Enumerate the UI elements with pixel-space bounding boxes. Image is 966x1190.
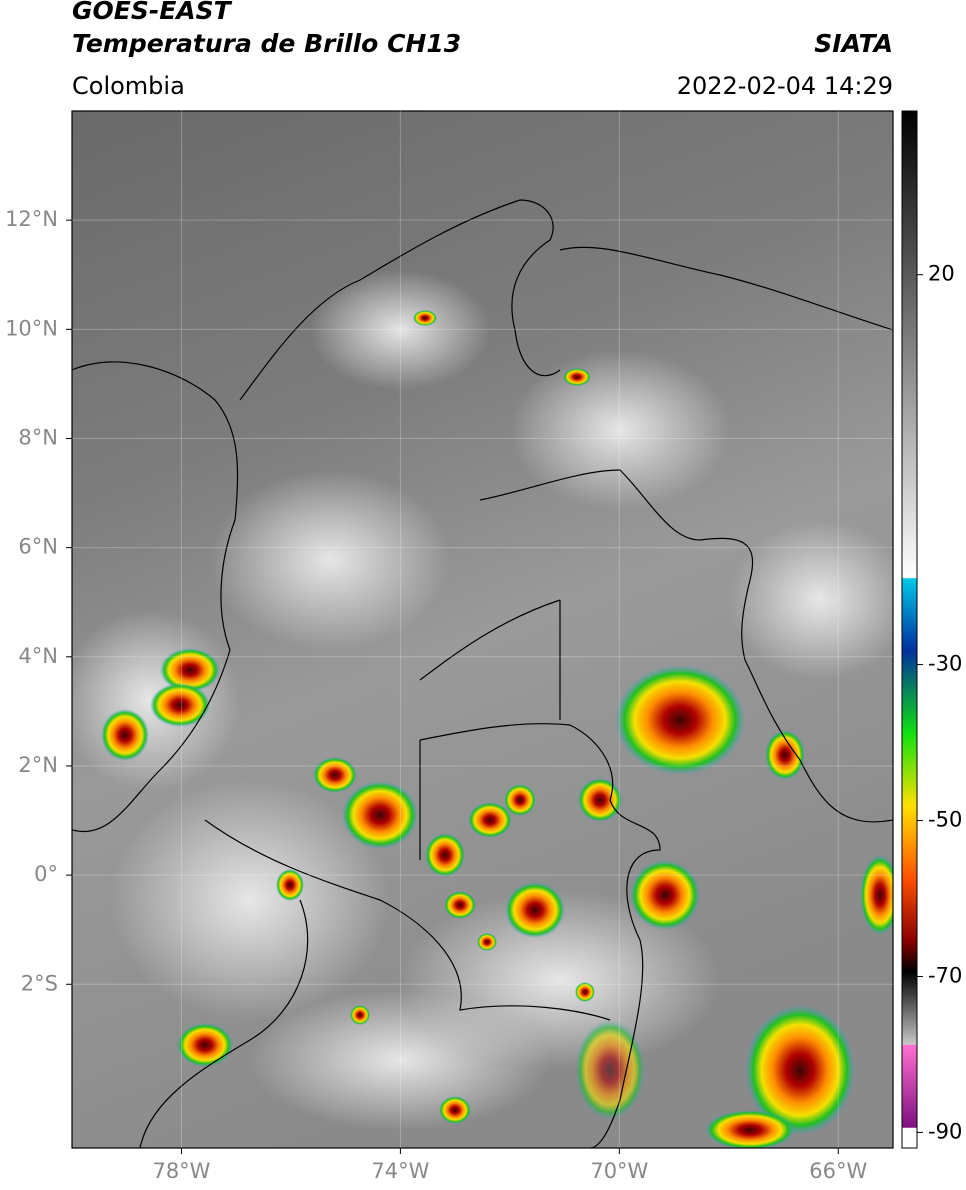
colorbar-tick-label: 20 [928,262,955,286]
region: Colombia [72,72,185,100]
map-frame [71,110,894,1149]
y-tick-label: 2°N [18,753,58,777]
colorbar-tick-label: -50 [928,808,962,832]
satellite-image [72,111,893,1148]
colorbar-tick-label: -70 [928,963,962,987]
y-tick-label: 10°N [5,316,58,340]
clouds [72,270,893,1130]
title: GOES-EAST [72,0,233,25]
x-tick-label: 66°W [809,1159,867,1183]
datetime: 2022-02-04 14:29 [677,72,893,100]
y-tick-label: 4°N [18,644,58,668]
y-tick-label: 6°N [18,535,58,559]
x-tick-label: 78°W [152,1159,210,1183]
colorbar-tick-label: -90 [928,1119,962,1143]
colorbar [901,110,918,1149]
y-tick-label: 2°S [21,971,58,995]
y-tick-label: 0° [34,862,58,886]
source: SIATA [814,29,893,58]
subtitle: Temperatura de Brillo CH13 [72,29,461,58]
convective-cells [101,310,893,1148]
x-tick-label: 70°W [590,1159,648,1183]
y-tick-label: 12°N [5,207,58,231]
borders [72,199,893,1148]
x-tick-label: 74°W [371,1159,429,1183]
colorbar-tick-label: -30 [928,652,962,676]
y-tick-label: 8°N [18,425,58,449]
